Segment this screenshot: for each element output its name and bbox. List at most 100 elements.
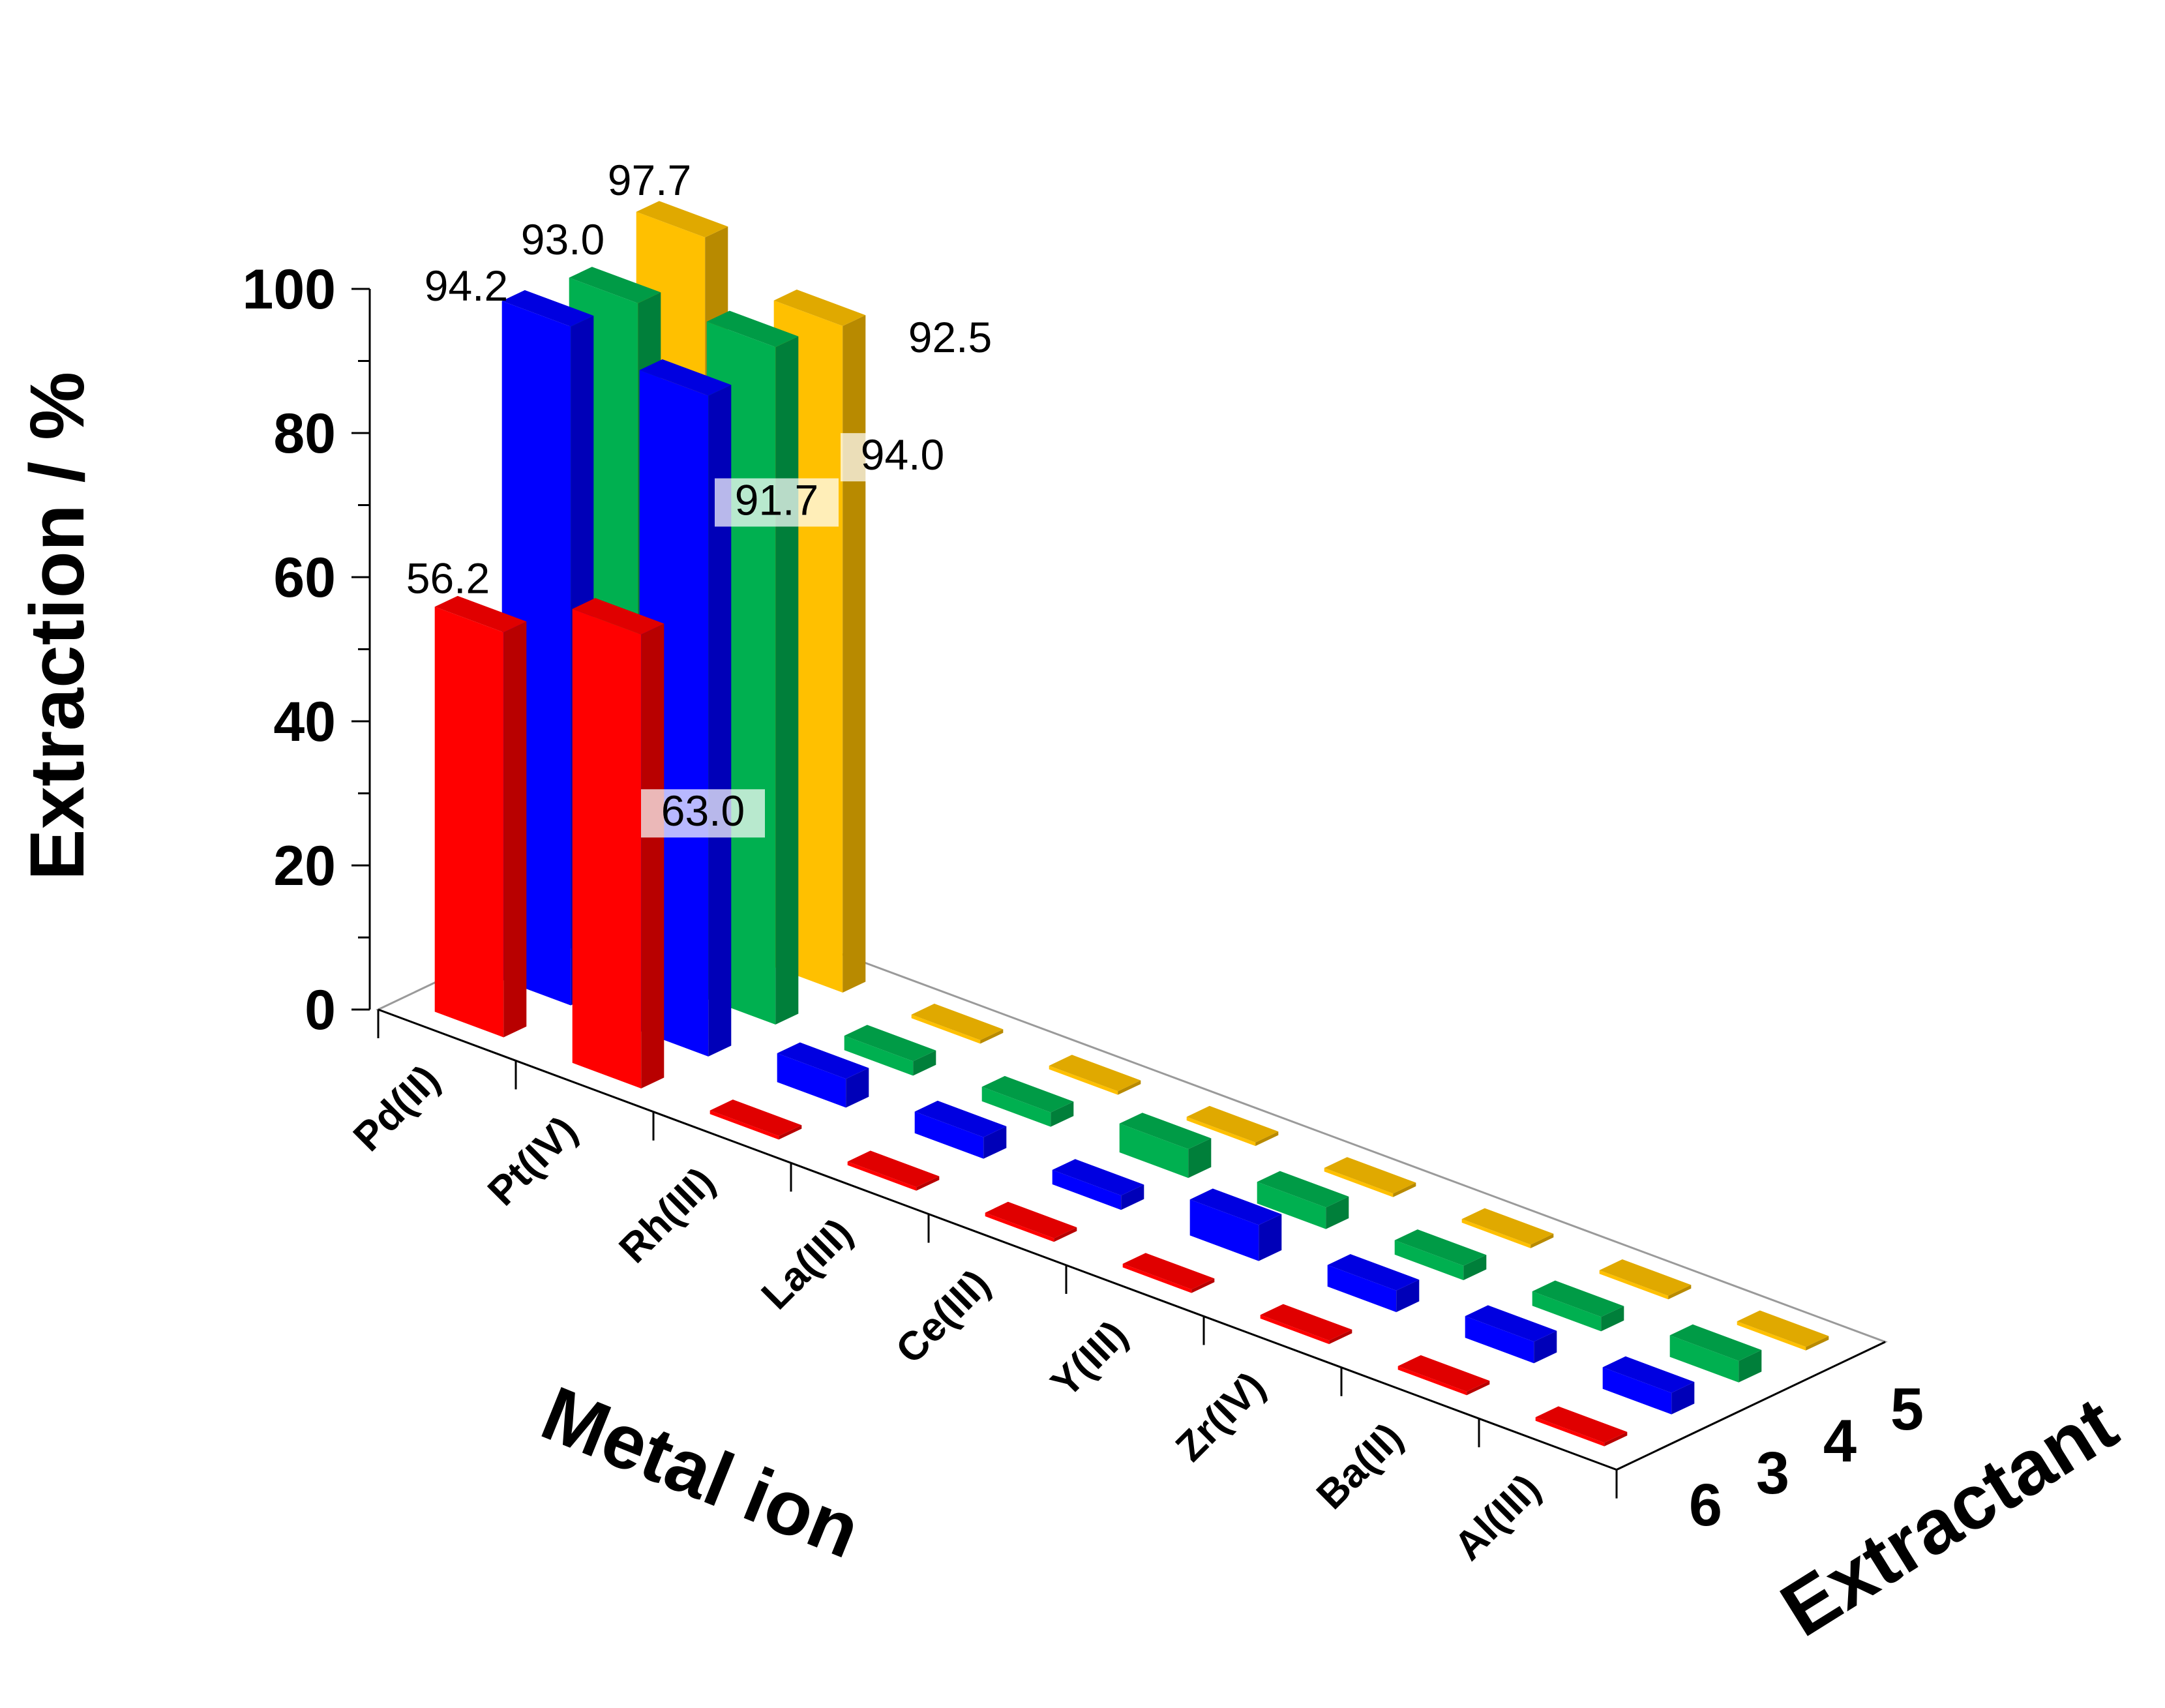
x-tick-label: Rh(III)	[610, 1159, 723, 1272]
bar-top-face	[1599, 1259, 1692, 1296]
bar-top-face	[847, 1150, 940, 1188]
bar-4-Rh(III)	[844, 1025, 936, 1076]
bar-top-face	[1535, 1406, 1628, 1443]
bar-top-face	[1324, 1157, 1416, 1194]
bar-side-face	[1326, 1196, 1349, 1229]
bar-3-Zr(IV)	[1327, 1254, 1420, 1312]
x-tick-label: Pt(IV)	[479, 1108, 586, 1214]
bar-top-face	[1119, 1113, 1212, 1149]
bar-side-face	[775, 336, 799, 1025]
bar-5-Al(III)	[1737, 1310, 1829, 1351]
bar-side-face	[1188, 1138, 1212, 1178]
bar-top-face	[639, 359, 732, 396]
bar-top-face	[1394, 1229, 1487, 1266]
bar-side-face	[641, 623, 664, 1088]
depth-axis-line	[1616, 1341, 1886, 1471]
data-label-4-Pt(IV): 94.0	[841, 430, 964, 482]
x-axis-title: Metal ion	[530, 1370, 872, 1575]
bar-side-face	[980, 1029, 1004, 1044]
bar-top-face	[981, 1075, 1074, 1113]
bar-side-face	[1467, 1381, 1490, 1396]
bar-6-Pd(II)	[434, 595, 527, 1038]
bar-side-face	[843, 315, 866, 993]
bar-top-face	[777, 1042, 869, 1079]
bar-side-face	[1806, 1336, 1829, 1351]
data-label-text: 91.7	[735, 475, 818, 524]
bar-front-face	[1602, 1367, 1672, 1415]
x-tick-label: Ba(II)	[1308, 1415, 1411, 1518]
bar-6-Y(III)	[1122, 1253, 1215, 1293]
bar-side-face	[846, 1068, 869, 1108]
data-label-text: 56.2	[406, 554, 490, 603]
bar-top-face	[1602, 1356, 1695, 1393]
bar-side-face	[983, 1126, 1007, 1159]
bar-front-face	[844, 1036, 914, 1076]
bar-5-Ce(III)	[1186, 1105, 1279, 1146]
bar-side-face	[1534, 1330, 1557, 1364]
bar-front-face	[1260, 1315, 1330, 1344]
bar-top-face	[1260, 1304, 1352, 1341]
data-label-6-Pt(IV): 63.0	[641, 787, 765, 838]
bar-side-face	[913, 1050, 936, 1076]
x-axis: Pd(II) Pt(IV) Rh(III) La(III) Ce(III) Y(III) Z…	[345, 1008, 1618, 1569]
bar-front-face	[1465, 1316, 1534, 1364]
bar-front-face	[572, 608, 642, 1088]
bar-side-face	[916, 1176, 940, 1191]
bar-side-face	[1604, 1431, 1628, 1446]
bar-top-face	[706, 310, 799, 348]
bar-side-face	[1191, 1278, 1215, 1293]
bar-top-face	[636, 201, 728, 237]
data-label-6-Pd(II): 56.2	[406, 554, 490, 603]
bar-top-face	[773, 290, 866, 326]
data-label-background	[641, 789, 765, 838]
bar-side-face	[1601, 1306, 1624, 1332]
depth-tick-label: 4	[1823, 1408, 1857, 1475]
bar-front-face	[1532, 1291, 1602, 1332]
bar-top-face	[434, 595, 527, 633]
bar-4-Al(III)	[1669, 1324, 1762, 1383]
bar-front-face	[709, 1110, 779, 1140]
bar-front-face	[1189, 1199, 1259, 1261]
bar-front-face	[1186, 1116, 1256, 1146]
bar-side-face	[503, 622, 527, 1038]
bar-6-Al(III)	[1535, 1406, 1628, 1446]
bar-top-face	[1257, 1171, 1349, 1208]
bar-6-Pt(IV)	[572, 598, 664, 1088]
bar-5-Y(III)	[1324, 1157, 1416, 1197]
bar-front-face	[914, 1111, 984, 1159]
bar-top-face	[1186, 1105, 1279, 1143]
bar-side-face	[1121, 1184, 1144, 1210]
bar-3-Ba(II)	[1465, 1305, 1557, 1364]
bar-side-face	[1396, 1280, 1420, 1312]
bar-6-Rh(III)	[709, 1100, 802, 1140]
data-label-3-Pd(II): 94.2	[425, 262, 508, 310]
x-tick-label: Pd(II)	[345, 1056, 448, 1160]
bar-side-face	[1393, 1182, 1416, 1197]
y-tick-label: 100	[243, 258, 336, 321]
bar-top-face	[1189, 1188, 1282, 1225]
data-label-background	[715, 478, 839, 527]
y-axis-title: Extraction / %	[14, 372, 100, 880]
bar-front-face	[1257, 1182, 1326, 1229]
bar-3-La(III)	[914, 1100, 1007, 1159]
bar-side-face	[1054, 1227, 1077, 1242]
data-label-5-Pd(II): 97.7	[608, 156, 691, 204]
data-label-text: 94.2	[425, 262, 508, 310]
bar-side-face	[1668, 1285, 1692, 1300]
bar-top-face	[985, 1201, 1077, 1238]
y-axis: 0 20 40 60 80 100	[243, 258, 371, 1041]
x-tick-label: Y(III)	[1043, 1312, 1137, 1406]
bar-top-face	[1465, 1305, 1557, 1342]
bar-6-Ba(II)	[1397, 1355, 1490, 1396]
bar-top-face	[911, 1004, 1004, 1040]
data-label-text: 92.5	[908, 313, 992, 361]
data-label-4-Pd(II): 93.0	[521, 215, 605, 263]
bar-top-face	[844, 1025, 936, 1062]
bar-3-Rh(III)	[777, 1042, 869, 1108]
bars	[434, 201, 1829, 1446]
bar-6-Zr(IV)	[1260, 1304, 1352, 1344]
bar-top-face	[709, 1100, 802, 1136]
bar-top-face	[569, 267, 661, 303]
bar-side-face	[1530, 1233, 1554, 1248]
